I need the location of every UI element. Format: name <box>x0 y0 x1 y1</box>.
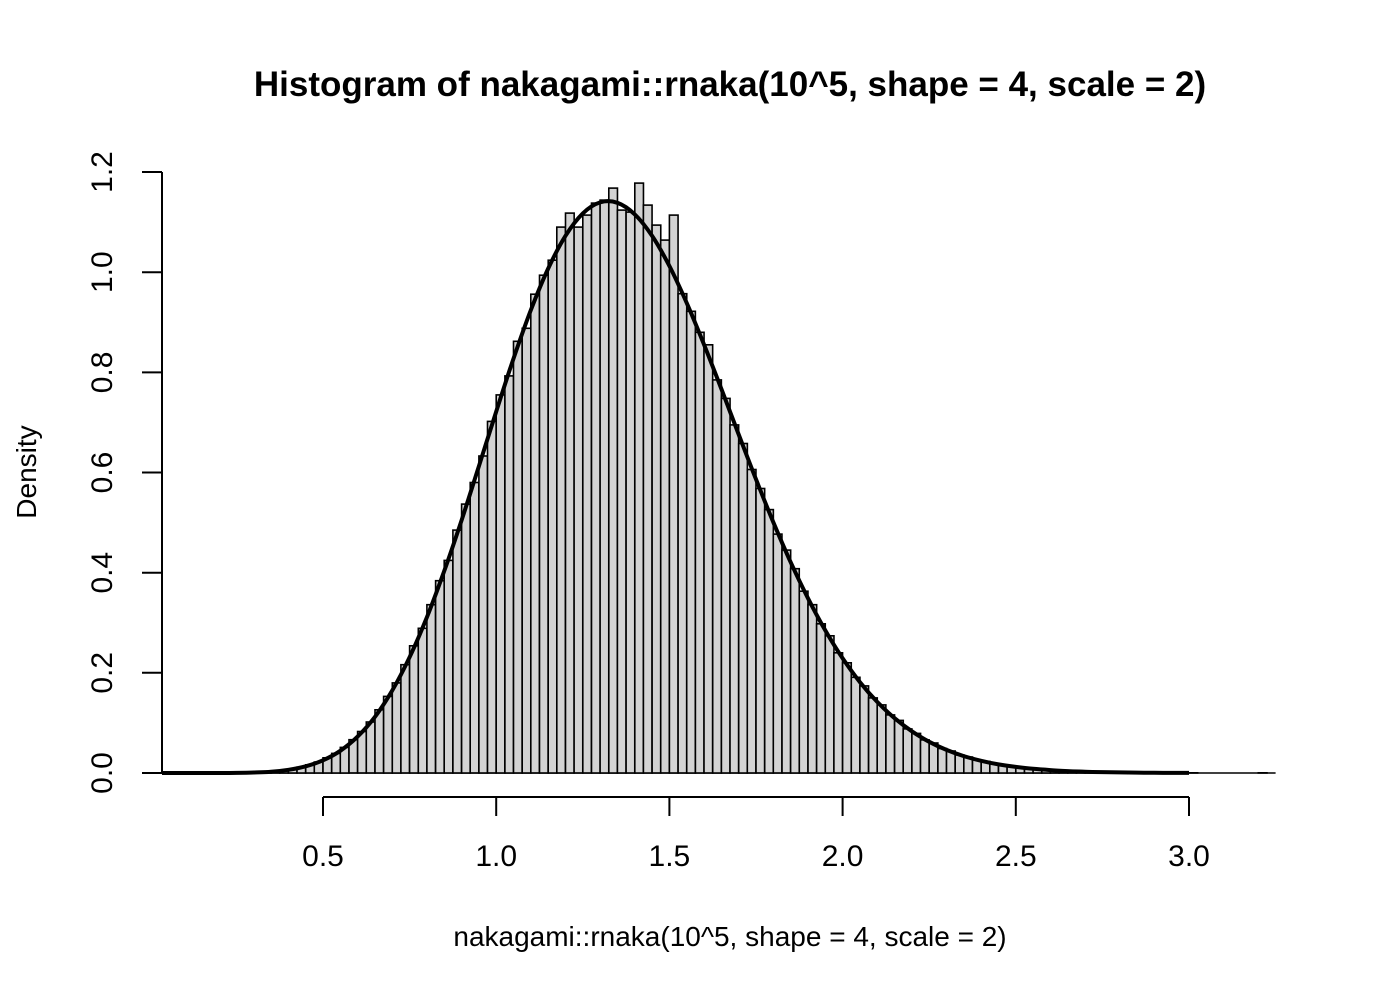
histogram-bar <box>538 274 549 774</box>
histogram-bar <box>772 533 783 774</box>
x-tick-label: 3.0 <box>1168 840 1210 873</box>
histogram-bar <box>400 663 411 774</box>
histogram-bar <box>763 508 775 774</box>
y-tick-label: 0.4 <box>86 552 119 594</box>
histogram-bar <box>781 549 792 774</box>
histogram-bar <box>902 728 913 774</box>
histogram-bar <box>581 214 593 774</box>
histogram-bar <box>607 187 619 774</box>
histogram-bar <box>833 651 844 774</box>
histogram-bar <box>711 379 723 774</box>
histogram-bar <box>504 375 515 774</box>
chart-title: Histogram of nakagami::rnaka(10^5, shape… <box>254 65 1206 104</box>
histogram-bar <box>642 204 653 774</box>
x-axis: 0.5 1.0 1.5 2.0 2.5 3.0 <box>302 796 1210 873</box>
histogram-bar <box>434 579 446 774</box>
histogram-bar <box>755 487 766 774</box>
x-tick-label: 0.5 <box>302 840 344 873</box>
histogram-bar <box>937 747 948 774</box>
histogram-bar <box>469 481 480 774</box>
histogram-bar <box>703 343 714 774</box>
y-tick-label: 0.2 <box>86 652 119 694</box>
histogram-bar <box>685 310 697 774</box>
histogram-bar <box>720 397 731 774</box>
histogram-bar <box>616 209 627 774</box>
histogram-bars <box>244 182 1276 774</box>
y-tick-label: 1.2 <box>86 151 119 193</box>
histogram-bar <box>867 697 879 774</box>
x-tick-label: 2.0 <box>822 840 864 873</box>
histogram-bar <box>807 603 818 774</box>
histogram-bar <box>798 590 809 774</box>
histogram-bar <box>478 455 489 774</box>
histogram-bar <box>417 627 428 774</box>
histogram-bar <box>876 704 887 774</box>
histogram-bar <box>486 420 497 774</box>
histogram-bar <box>426 603 437 774</box>
y-tick-label: 0.0 <box>86 752 119 794</box>
histogram-bar <box>391 682 402 774</box>
histogram-bar <box>529 293 541 774</box>
histogram-bar <box>521 327 532 774</box>
histogram-bar <box>547 259 558 774</box>
histogram-bar <box>729 424 740 774</box>
histogram-bar <box>460 503 472 774</box>
histogram-bar <box>452 529 463 774</box>
density-curve-line <box>162 199 1189 775</box>
y-tick-label: 0.8 <box>86 352 119 394</box>
histogram-bar <box>885 714 896 774</box>
histogram-bar <box>625 211 636 774</box>
histogram-bar <box>599 199 610 774</box>
histogram-bar <box>382 695 394 774</box>
histogram-bar <box>677 292 688 774</box>
histogram-bar <box>443 559 454 774</box>
histogram-bar <box>374 708 385 774</box>
histogram-bar <box>789 567 801 774</box>
histogram-bar <box>824 634 835 774</box>
histogram-bar <box>746 468 757 774</box>
histogram-bar <box>841 661 853 774</box>
histogram-bar <box>512 340 523 774</box>
histogram-bar <box>633 182 645 774</box>
histogram-bar <box>668 214 679 774</box>
y-tick-label: 0.6 <box>86 452 119 494</box>
y-axis-label: Density <box>11 425 42 518</box>
x-tick-label: 2.5 <box>995 840 1037 873</box>
x-tick-label: 1.0 <box>475 840 517 873</box>
y-axis: 0.0 0.2 0.4 0.6 0.8 1.0 1.2 <box>86 151 163 794</box>
histogram-bar <box>590 202 601 774</box>
histogram-bar <box>694 331 705 774</box>
y-tick-label: 1.0 <box>86 251 119 293</box>
histogram-bar <box>659 239 671 774</box>
histogram-bar <box>573 226 584 774</box>
histogram-bar <box>919 739 930 774</box>
histogram-bar <box>408 644 420 774</box>
histogram-bar <box>651 224 662 774</box>
histogram-bar <box>495 394 506 774</box>
histogram-bar <box>555 226 567 774</box>
histogram-bar <box>815 622 827 774</box>
histogram-bar <box>911 732 922 774</box>
x-axis-label: nakagami::rnaka(10^5, shape = 4, scale =… <box>453 921 1006 952</box>
histogram-bar <box>365 721 376 774</box>
histogram-bar <box>893 719 905 774</box>
histogram-bar <box>850 676 861 774</box>
x-tick-label: 1.5 <box>649 840 691 873</box>
histogram-bar <box>564 212 575 774</box>
histogram-bar <box>737 442 749 774</box>
histogram-bar <box>859 685 870 774</box>
